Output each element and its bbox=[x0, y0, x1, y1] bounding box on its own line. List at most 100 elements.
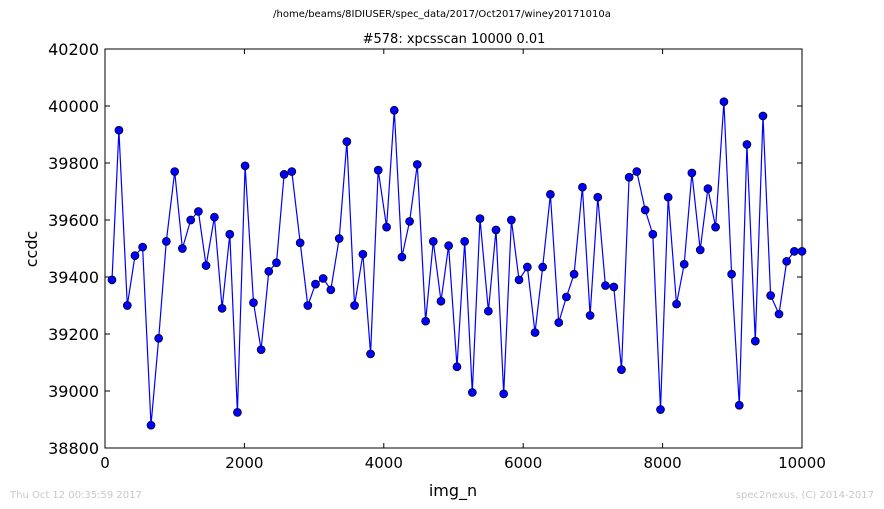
data-point bbox=[663, 192, 673, 202]
data-point bbox=[342, 137, 352, 146]
data-point bbox=[530, 328, 540, 337]
data-point bbox=[632, 167, 642, 176]
data-point bbox=[154, 333, 164, 343]
data-point bbox=[758, 111, 768, 121]
data-point bbox=[358, 249, 368, 259]
data-point bbox=[546, 190, 555, 199]
data-point bbox=[178, 244, 187, 253]
data-point bbox=[366, 349, 375, 359]
y-tick-label: 39600 bbox=[48, 211, 99, 230]
data-point bbox=[279, 170, 289, 179]
data-point bbox=[569, 269, 579, 279]
data-point bbox=[719, 97, 729, 107]
data-point bbox=[742, 140, 752, 149]
footer-credit: spec2nexus, (C) 2014-2017 bbox=[735, 490, 874, 501]
data-point bbox=[695, 245, 705, 255]
data-point bbox=[130, 251, 140, 260]
data-point bbox=[264, 266, 274, 276]
data-point bbox=[295, 238, 305, 248]
data-point bbox=[303, 301, 313, 310]
data-point bbox=[107, 275, 117, 285]
data-point bbox=[703, 184, 713, 193]
data-point bbox=[210, 212, 219, 222]
data-point bbox=[382, 222, 391, 232]
data-point bbox=[782, 256, 792, 266]
data-point bbox=[538, 262, 548, 272]
data-point bbox=[444, 241, 453, 250]
data-point bbox=[491, 225, 501, 235]
data-point bbox=[373, 165, 383, 175]
data-point bbox=[170, 167, 180, 176]
data-point bbox=[578, 182, 587, 192]
data-point bbox=[412, 160, 422, 169]
data-point bbox=[617, 365, 626, 374]
x-tick-label: 2000 bbox=[225, 454, 263, 472]
data-point bbox=[640, 205, 650, 215]
data-point bbox=[460, 237, 470, 246]
data-point bbox=[240, 161, 250, 171]
data-point bbox=[727, 269, 736, 279]
data-point bbox=[421, 316, 430, 326]
series-line bbox=[111, 101, 802, 426]
data-point bbox=[789, 247, 799, 256]
data-point bbox=[711, 222, 720, 232]
data-point bbox=[499, 389, 509, 399]
y-axis-label: ccdc bbox=[22, 231, 41, 268]
data-point bbox=[766, 291, 775, 300]
data-point bbox=[256, 345, 266, 355]
data-point bbox=[233, 408, 242, 417]
data-point bbox=[272, 258, 281, 268]
data-point bbox=[554, 318, 564, 327]
data-point bbox=[734, 400, 744, 410]
data-point bbox=[201, 261, 211, 270]
data-point bbox=[428, 237, 438, 246]
x-tick-label: 6000 bbox=[504, 454, 542, 472]
data-point bbox=[484, 306, 493, 316]
data-point bbox=[523, 262, 532, 272]
y-tick-label: 38800 bbox=[48, 439, 99, 458]
ticks-layer: 0 2000 4000 6000 8000 10000 38800 39000 39200 394… bbox=[48, 40, 826, 472]
data-point bbox=[287, 167, 297, 176]
data-point bbox=[774, 309, 784, 319]
y-tick-label: 40200 bbox=[48, 40, 99, 59]
data-point bbox=[311, 279, 320, 289]
x-tick-label: 4000 bbox=[365, 454, 403, 472]
data-point bbox=[397, 252, 407, 262]
data-point bbox=[334, 234, 344, 243]
data-point bbox=[436, 296, 446, 306]
data-point bbox=[648, 229, 658, 239]
data-point bbox=[624, 172, 634, 182]
data-point bbox=[507, 215, 516, 225]
data-point bbox=[350, 301, 359, 310]
data-point bbox=[225, 229, 235, 239]
data-point bbox=[138, 242, 147, 252]
data-point bbox=[405, 217, 414, 226]
data-point bbox=[122, 301, 132, 310]
x-tick-label: 0 bbox=[100, 454, 110, 472]
data-point bbox=[249, 298, 258, 307]
data-point bbox=[514, 275, 524, 285]
x-tick-label: 10000 bbox=[778, 454, 826, 472]
series-layer bbox=[107, 97, 807, 430]
y-tick-label: 39000 bbox=[48, 382, 99, 401]
y-tick-label: 39200 bbox=[48, 325, 99, 344]
data-point bbox=[467, 388, 477, 397]
data-point bbox=[389, 105, 399, 115]
data-point bbox=[672, 299, 681, 309]
data-point bbox=[562, 292, 571, 302]
data-point bbox=[452, 362, 462, 372]
footer-timestamp: Thu Oct 12 00:35:59 2017 bbox=[10, 490, 142, 501]
data-point bbox=[161, 237, 171, 246]
data-point bbox=[194, 207, 203, 216]
chart-title: #578: xpcsscan 10000 0.01 bbox=[363, 32, 546, 47]
x-tick-label: 8000 bbox=[644, 454, 682, 472]
data-point bbox=[146, 420, 156, 430]
data-point bbox=[601, 281, 610, 290]
data-point bbox=[318, 274, 328, 283]
y-tick-label: 39800 bbox=[48, 154, 99, 173]
data-point bbox=[797, 247, 807, 256]
data-point bbox=[585, 311, 595, 320]
data-point bbox=[750, 336, 760, 346]
data-point bbox=[475, 214, 485, 223]
